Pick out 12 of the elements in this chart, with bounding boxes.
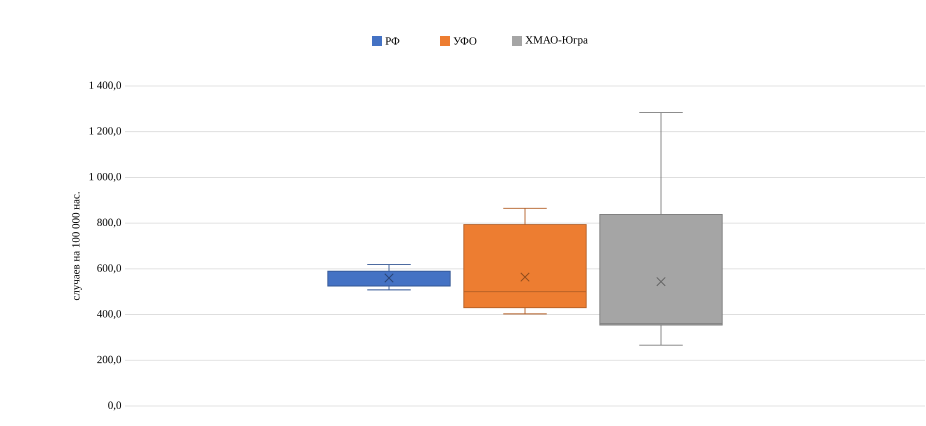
y-tick-label: 600,0 xyxy=(97,264,122,274)
y-tick-label: 800,0 xyxy=(97,218,122,228)
legend-label: УФО xyxy=(454,37,476,45)
y-tick-label: 400,0 xyxy=(97,310,122,320)
y-tick-label: 200,0 xyxy=(97,356,122,365)
y-tick-label: 1 000,0 xyxy=(90,172,122,182)
legend-label: ХМАО-Югра xyxy=(525,36,588,46)
legend-label: РФ xyxy=(386,37,400,45)
y-tick-label: 1 400,0 xyxy=(90,82,122,90)
y-tick-label: 0,0 xyxy=(108,402,122,410)
y-axis-title: случаев на 100 000 нас. xyxy=(72,192,82,300)
y-tick-label: 1 200,0 xyxy=(90,127,122,136)
